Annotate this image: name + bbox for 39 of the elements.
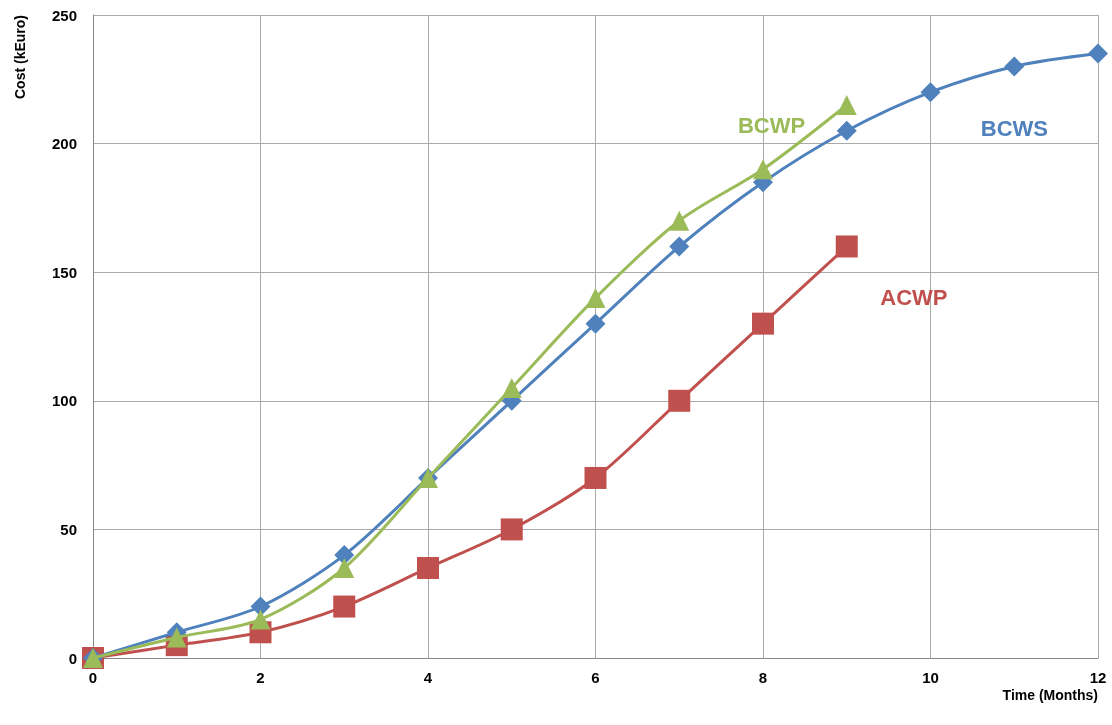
point: [752, 312, 774, 335]
y-tick-label: 150: [51, 263, 77, 281]
point: [668, 389, 691, 412]
point: [250, 609, 271, 630]
point: [585, 313, 606, 334]
y-tick-label: 0: [68, 649, 77, 667]
y-tick-label: 100: [51, 392, 77, 410]
x-tick-label: 8: [758, 669, 768, 686]
point: [501, 377, 522, 398]
series-label: BCWP: [737, 113, 806, 139]
point: [584, 466, 607, 489]
x-tick-label: 4: [423, 669, 433, 686]
y-tick-label: 250: [51, 6, 77, 24]
point: [500, 518, 523, 541]
point: [1004, 56, 1025, 77]
point: [753, 159, 773, 180]
series-label: BCWS: [980, 115, 1048, 141]
x-axis-title: Time (Months): [1002, 687, 1098, 703]
series-label: ACWP: [880, 285, 948, 311]
point: [669, 236, 690, 257]
point: [835, 235, 858, 258]
x-tick-label: 0: [88, 669, 98, 686]
point: [836, 95, 857, 116]
point: [334, 557, 355, 578]
y-tick-label: 50: [60, 520, 77, 538]
x-tick-label: 6: [591, 669, 600, 686]
point: [1088, 43, 1108, 64]
point: [585, 287, 606, 308]
point: [669, 210, 690, 231]
x-tick-label: 12: [1089, 669, 1107, 686]
point: [417, 556, 439, 579]
point: [166, 627, 187, 648]
point: [333, 595, 356, 618]
point: [920, 82, 941, 103]
point: [836, 120, 857, 141]
x-tick-label: 2: [256, 669, 265, 686]
x-tick-label: 10: [922, 669, 939, 686]
y-axis-title: Cost (kEuro): [12, 15, 28, 99]
y-tick-label: 200: [51, 135, 77, 153]
